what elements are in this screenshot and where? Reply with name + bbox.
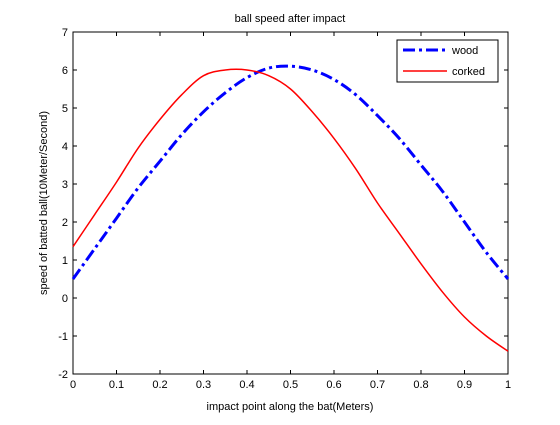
series-line-wood [71, 64, 510, 280]
y-axis-label: speed of batted ball(10Meter/Second) [38, 111, 50, 295]
y-tick-label: 0 [62, 293, 68, 305]
plot-area [72, 31, 509, 375]
y-tick-label: 6 [62, 65, 68, 77]
x-tick-label: 0.6 [326, 379, 341, 391]
y-tick-label: 5 [62, 103, 68, 115]
y-tick-label: 3 [62, 179, 68, 191]
y-tick-label: -1 [58, 331, 68, 343]
y-tick-label: -2 [58, 369, 68, 381]
legend-label-corked: corked [452, 66, 485, 78]
x-tick-label: 0 [70, 379, 76, 391]
legend-box [396, 39, 499, 83]
legend: wood corked [396, 39, 499, 83]
x-tick-label: 0.7 [370, 379, 385, 391]
x-tick-label: 0.3 [196, 379, 211, 391]
legend-label-wood: wood [451, 45, 478, 57]
x-tick-label: 0.2 [152, 379, 167, 391]
x-tick-label: 0.8 [413, 379, 428, 391]
x-axis-label: impact point along the bat(Meters) [207, 401, 374, 413]
y-tick-label: 7 [62, 27, 68, 39]
chart-title: ball speed after impact [235, 13, 346, 25]
series-line-corked [72, 68, 509, 352]
x-tick-label: 0.5 [283, 379, 298, 391]
x-tick-label: 1 [505, 379, 511, 391]
y-tick-label: 1 [62, 255, 68, 267]
ticks-layer: 0 0.1 0.2 0.3 0.4 0.5 0.6 0.7 0.8 0.9 1 -2 -1 0 1 2 3 4 5 6… [58, 27, 511, 391]
x-tick-label: 0.4 [239, 379, 254, 391]
series-layer [71, 64, 510, 352]
y-tick-label: 2 [62, 217, 68, 229]
x-tick-label: 0.9 [457, 379, 472, 391]
y-tick-label: 4 [62, 141, 68, 153]
x-tick-label: 0.1 [109, 379, 124, 391]
